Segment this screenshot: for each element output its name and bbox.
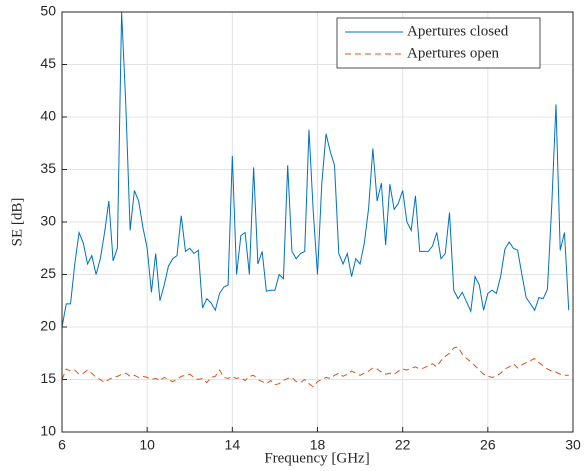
plot-frame bbox=[61, 11, 574, 433]
x-tick-label: 14 bbox=[225, 437, 241, 453]
x-tick-label: 18 bbox=[310, 437, 326, 453]
y-tick-label: 50 bbox=[40, 3, 56, 19]
data-line bbox=[61, 346, 569, 388]
legend-box bbox=[336, 17, 541, 69]
data-line bbox=[61, 11, 570, 328]
y-axis-label: SE [dB] bbox=[9, 198, 25, 247]
y-tick-label: 30 bbox=[40, 213, 56, 229]
x-tick-label: 26 bbox=[480, 437, 496, 453]
y-tick-label: 40 bbox=[40, 108, 56, 124]
x-tick-label: 30 bbox=[565, 437, 581, 453]
legend-label: Apertures closed bbox=[407, 23, 509, 39]
x-tick-label: 6 bbox=[58, 437, 66, 453]
y-tick-label: 25 bbox=[40, 265, 56, 281]
y-tick-label: 10 bbox=[40, 423, 56, 439]
y-tick-label: 15 bbox=[40, 370, 56, 386]
y-tick-label: 20 bbox=[40, 318, 56, 334]
legend-label: Apertures open bbox=[407, 45, 500, 61]
y-tick-label: 45 bbox=[40, 55, 56, 71]
legend: Apertures closed Apertures open bbox=[336, 17, 541, 69]
x-axis-label: Frequency [GHz] bbox=[264, 450, 369, 466]
x-tick-label: 10 bbox=[139, 437, 155, 453]
y-tick-label: 35 bbox=[40, 160, 56, 176]
x-tick-label: 22 bbox=[395, 437, 411, 453]
